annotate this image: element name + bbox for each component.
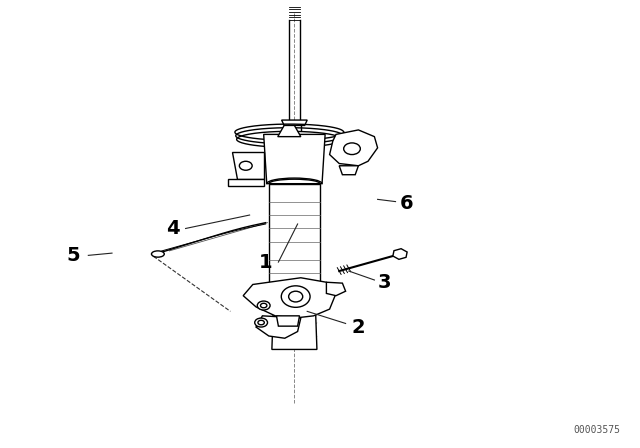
Text: 6: 6 [399,194,413,213]
Ellipse shape [282,286,310,307]
Text: 3: 3 [377,273,391,292]
Polygon shape [393,249,407,259]
Circle shape [255,318,268,327]
Polygon shape [243,278,336,318]
Text: 00003575: 00003575 [574,425,621,435]
Polygon shape [326,282,346,296]
Circle shape [260,303,267,308]
Ellipse shape [152,251,164,257]
Polygon shape [276,316,300,326]
Polygon shape [330,130,378,166]
Polygon shape [232,152,264,179]
Text: 5: 5 [67,246,81,265]
Text: 1: 1 [259,253,273,271]
Text: 4: 4 [166,219,180,238]
Circle shape [258,320,264,325]
Text: 2: 2 [351,318,365,336]
Polygon shape [282,120,307,125]
Polygon shape [339,166,358,175]
Circle shape [239,161,252,170]
Polygon shape [272,291,317,349]
Polygon shape [269,184,320,291]
Circle shape [257,301,270,310]
Polygon shape [228,179,264,186]
Ellipse shape [289,291,303,302]
Circle shape [344,143,360,155]
Polygon shape [278,125,301,137]
Polygon shape [264,134,325,184]
Polygon shape [256,316,301,338]
